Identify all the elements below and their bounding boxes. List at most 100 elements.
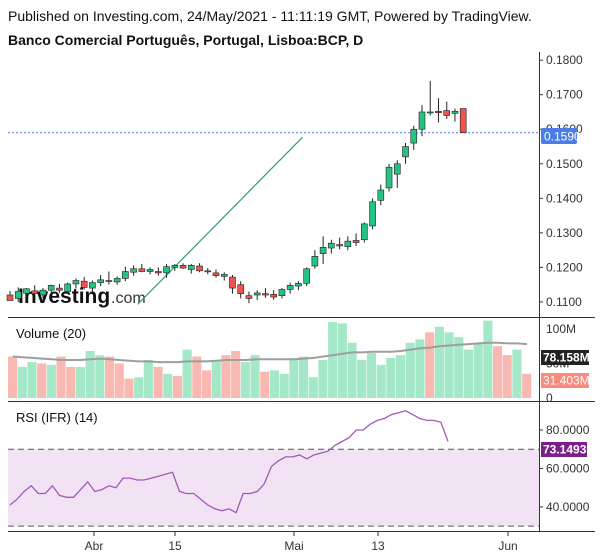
candle-body: [336, 244, 343, 247]
candle-body: [146, 269, 154, 272]
logo-word: Investing: [18, 285, 110, 308]
volume-bar: [463, 349, 473, 398]
volume-bar: [17, 366, 27, 398]
rsi-tick-label: 40.0000: [546, 500, 590, 514]
candle: [187, 263, 195, 274]
candle-body: [278, 289, 286, 296]
candle-body: [262, 293, 269, 296]
candle-body: [6, 294, 14, 301]
symbol-title: Banco Comercial Português, Portugal, Lis…: [8, 32, 364, 48]
volume-bar: [250, 355, 260, 398]
volume-bar: [221, 355, 231, 398]
time-tick-label: Jun: [498, 539, 517, 553]
volume-bar: [105, 356, 115, 398]
candle: [311, 250, 319, 269]
candle-body: [187, 265, 195, 270]
time-tick-label: Abr: [85, 539, 104, 553]
candle: [443, 101, 451, 119]
candle-body: [443, 110, 451, 116]
volume-bar: [95, 355, 105, 398]
candle-body: [80, 280, 88, 288]
volume-bar: [114, 363, 124, 398]
volume-bar: [124, 378, 134, 398]
volume-bar: [434, 326, 444, 398]
candle: [361, 222, 368, 243]
candle-body: [89, 282, 96, 289]
volume-bar: [357, 360, 367, 398]
volume-bar: [134, 377, 144, 398]
rsi-axis-ticks: 80.0000 60.0000 40.0000: [539, 423, 590, 514]
candle-body: [295, 282, 302, 287]
price-axis-ticks: 0.18000.17000.16000.15000.14000.13000.12…: [539, 53, 583, 309]
candle-body: [97, 279, 104, 283]
volume-bar: [75, 366, 85, 398]
candle: [179, 263, 187, 269]
candle-body: [311, 256, 319, 267]
candle: [47, 284, 55, 293]
volume-bar: [347, 342, 357, 398]
volume-bar: [37, 363, 47, 398]
volume-bar: [425, 332, 435, 398]
volume-bar: [366, 353, 376, 398]
candle-body: [39, 289, 47, 296]
candle: [418, 105, 426, 137]
candle-body: [352, 240, 360, 243]
candle: [212, 269, 220, 278]
candle: [64, 282, 71, 294]
candle-body: [47, 285, 55, 291]
candle-body: [64, 283, 71, 292]
volume-bar: [66, 366, 76, 398]
volume-bar: [8, 356, 18, 398]
volume-bar: [299, 356, 309, 398]
candle: [237, 281, 245, 299]
candle-body: [451, 110, 459, 114]
volume-bar: [269, 370, 279, 398]
candle-body: [253, 292, 261, 296]
volume-bar: [483, 320, 493, 398]
candle: [138, 263, 146, 273]
volume-bar: [27, 362, 37, 398]
volume-bar: [211, 360, 221, 398]
time-axis-ticks: Abr 15 Mai 13 Jun: [85, 532, 518, 553]
candle-body: [245, 295, 253, 299]
volume-ma-text: 78.158M: [543, 351, 590, 365]
rsi-tick-label: 80.0000: [546, 423, 590, 437]
candle-body: [435, 110, 442, 113]
rsi-last-label: 73.1493: [541, 442, 587, 457]
candle-body: [385, 166, 393, 189]
candle-body: [344, 240, 352, 247]
rsi-tick-label: 60.0000: [546, 461, 590, 475]
candle: [163, 263, 170, 278]
candle: [385, 163, 393, 192]
volume-bar: [153, 366, 163, 398]
candle: [303, 267, 310, 287]
candle-body: [369, 201, 376, 227]
price-tick-label: 0.1800: [546, 53, 583, 67]
trendline: [137, 136, 303, 305]
volume-bar: [376, 364, 386, 398]
volume-bar: [522, 373, 532, 398]
candle: [204, 268, 212, 275]
candle-body: [72, 280, 80, 285]
candle: [23, 288, 30, 298]
volume-bar: [56, 356, 66, 398]
volume-bar: [337, 323, 347, 398]
volume-ma-line: [12, 341, 527, 364]
volume-last-text: 31.403M: [543, 374, 590, 388]
candle-body: [130, 268, 137, 273]
volume-bar: [493, 346, 503, 398]
pane-frames: [8, 52, 595, 532]
candle-body: [229, 276, 236, 289]
candle-body: [155, 271, 162, 274]
price-tick-label: 0.1200: [546, 260, 583, 274]
candle: [336, 237, 343, 250]
time-tick-label: 13: [371, 539, 385, 553]
volume-bar: [202, 370, 212, 398]
candle: [80, 277, 88, 290]
candle: [402, 143, 409, 164]
volume-bar: [46, 364, 56, 398]
volume-last-label: 31.403M: [541, 373, 590, 388]
candle-body: [204, 270, 212, 273]
candle: [97, 274, 104, 287]
candle-body: [14, 291, 22, 299]
